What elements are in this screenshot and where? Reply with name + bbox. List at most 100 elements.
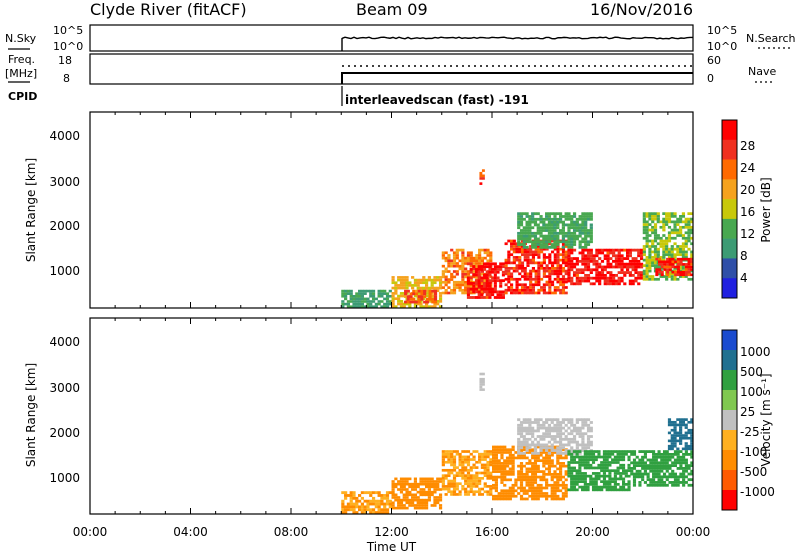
velocity-cell [586, 437, 591, 441]
velocity-cell [438, 496, 443, 499]
velocity-cell [553, 472, 557, 476]
velocity-cell [497, 494, 501, 498]
power-cell [545, 223, 549, 227]
velocity-cell [547, 429, 552, 433]
velocity-cell [586, 423, 591, 427]
velocity-cell [681, 447, 686, 451]
power-cell [464, 256, 468, 260]
velocity-cell [508, 494, 512, 498]
velocity-cell [575, 474, 579, 478]
power-cell [520, 269, 525, 273]
power-cell [444, 267, 448, 271]
power-cell [681, 242, 686, 246]
velocity-cell [564, 437, 568, 441]
velocity-cell [472, 493, 476, 496]
velocity-cell [441, 468, 445, 472]
power-cell [561, 277, 566, 281]
power-cell [464, 275, 468, 279]
power-cell [589, 215, 593, 218]
power-cell [679, 250, 683, 254]
velocity-cell [533, 464, 538, 468]
power-cell [670, 253, 674, 257]
power-cell [447, 259, 451, 263]
velocity-cell [547, 446, 552, 450]
power-cell [444, 278, 448, 281]
velocity-cell [503, 445, 507, 449]
velocity-cell [528, 470, 532, 473]
velocity-cell [643, 481, 647, 484]
velocity-cell [466, 450, 471, 453]
power-cell [501, 279, 505, 283]
velocity-cell [559, 426, 563, 430]
nsky-left-top-tick: 10^5 [53, 24, 83, 37]
velocity-cell [602, 455, 607, 459]
power-cell [402, 305, 406, 308]
velocity-cell [408, 493, 412, 497]
velocity-cell [533, 494, 538, 498]
velocity-cell [600, 485, 604, 489]
velocity-cell [690, 452, 694, 456]
velocity-cell [654, 475, 658, 479]
power-cell [575, 237, 579, 241]
power-cell [529, 261, 533, 265]
velocity-cell [627, 466, 631, 470]
power-cell [539, 234, 543, 238]
power-cell [455, 248, 459, 252]
power-cell [526, 250, 530, 254]
power-cell [575, 282, 579, 286]
power-cell [391, 286, 395, 290]
velocity-cell [564, 483, 568, 487]
power-cell [405, 284, 409, 287]
power-cell [586, 257, 591, 260]
velocity-cell [667, 439, 672, 443]
power-cell [617, 276, 621, 280]
power-cell [520, 286, 525, 289]
velocity-cell [578, 426, 582, 430]
power-cell [510, 242, 514, 246]
velocity-cell [511, 494, 515, 498]
velocity-cell [533, 462, 538, 465]
velocity-cell [483, 466, 487, 469]
velocity-cell [641, 464, 645, 468]
power-cell [567, 276, 571, 280]
velocity-cell [542, 423, 546, 427]
velocity-cell [682, 481, 686, 484]
velocity-cell [654, 464, 658, 468]
power-cell [584, 245, 588, 249]
power-cell [559, 277, 563, 281]
power-cell [634, 268, 638, 272]
power-cell [584, 273, 588, 277]
power-cell [383, 292, 387, 295]
velocity-cell [438, 480, 443, 483]
power-cell [452, 283, 457, 287]
power-cell [478, 248, 482, 252]
power-cell [539, 245, 543, 249]
velocity-cell [371, 496, 376, 500]
velocity-cell [600, 480, 604, 483]
velocity-cell [575, 480, 579, 483]
velocity-colorbar-swatch [722, 370, 737, 391]
velocity-cell [684, 447, 688, 451]
velocity-cell [483, 452, 487, 456]
power-cell [499, 262, 503, 266]
power-cell [522, 229, 526, 232]
velocity-cell [630, 461, 634, 465]
power-cell [570, 251, 574, 255]
velocity-cell [578, 435, 582, 438]
power-cell [344, 302, 348, 306]
velocity-cell [567, 472, 571, 475]
velocity-cell [638, 469, 642, 473]
power-cell [504, 283, 508, 287]
velocity-cell [676, 431, 680, 435]
velocity-cell [673, 478, 678, 482]
velocity-cell [564, 464, 568, 468]
power-cell [394, 284, 398, 287]
velocity-cell [575, 432, 579, 436]
velocity-cell [497, 462, 501, 465]
velocity-cell [519, 456, 524, 460]
velocity-cell [525, 467, 529, 471]
velocity-cell [550, 418, 554, 422]
power-cell [438, 294, 443, 298]
power-cell [550, 245, 554, 249]
velocity-cell [630, 469, 634, 473]
